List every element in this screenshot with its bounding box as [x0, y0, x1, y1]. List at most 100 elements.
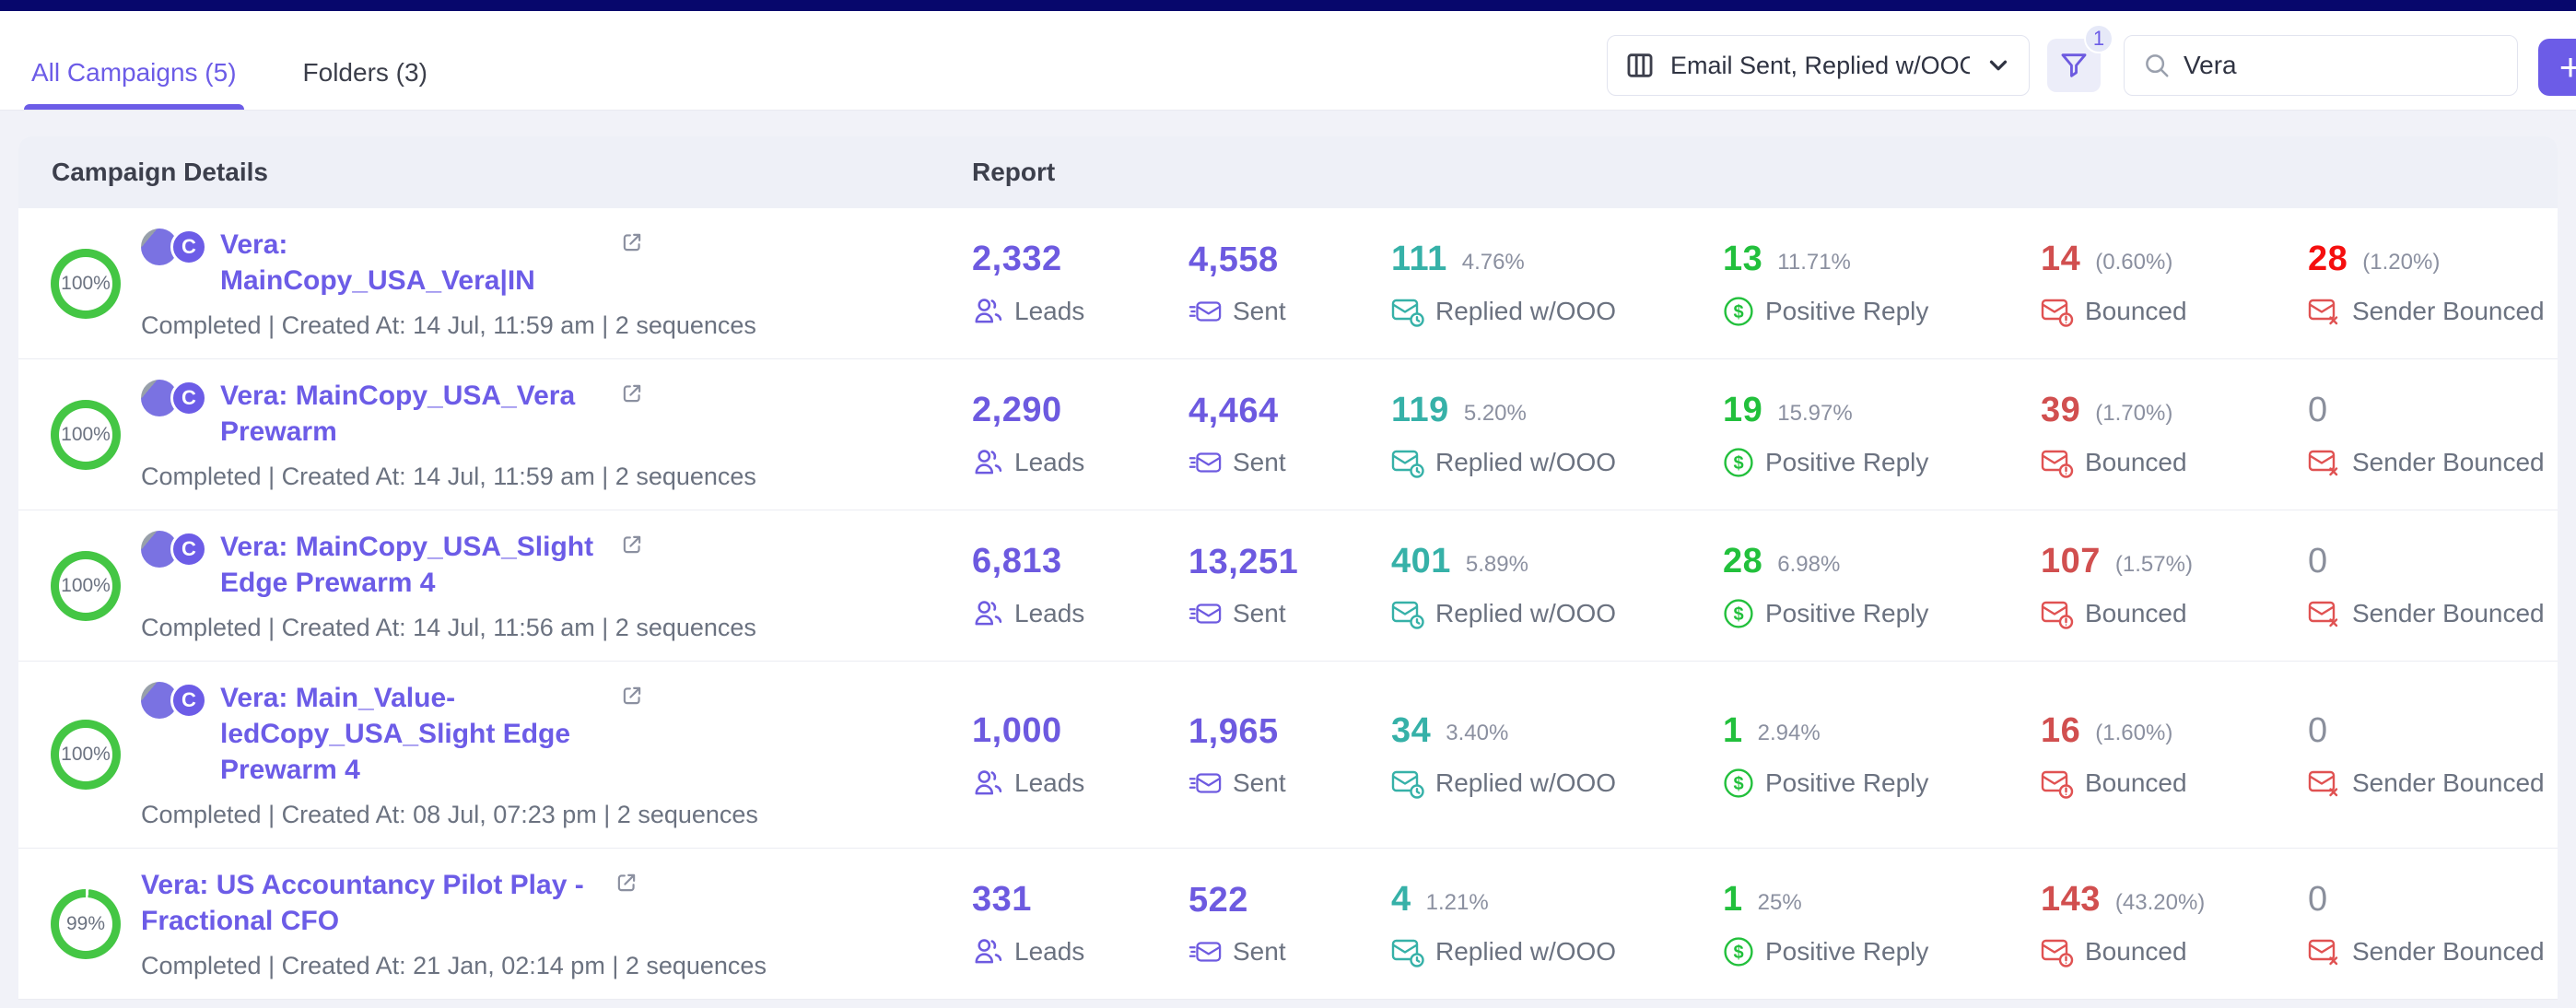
bounced-percent: (1.60%): [2095, 721, 2173, 745]
progress-value: 99%: [65, 912, 106, 934]
positive-reply-label: Positive Reply: [1765, 937, 1929, 966]
external-link-icon[interactable]: [620, 230, 644, 259]
tab-folders[interactable]: Folders (3): [302, 58, 427, 87]
replied-count: 401: [1391, 542, 1451, 580]
table-row[interactable]: 100% C Vera: Main_Value-ledCopy_USA_Slig…: [18, 662, 2558, 849]
campaign-details-cell: 100% C Vera: MainCopy_USA_Slight Edge Pr…: [18, 529, 972, 642]
sender-bounced-icon: [2308, 768, 2341, 799]
progress-value: 100%: [61, 272, 111, 294]
replied-count: 34: [1391, 710, 1432, 750]
leads-icon: [972, 936, 1003, 967]
sender-bounced-icon: [2308, 598, 2341, 629]
bounced-count: 16: [2041, 710, 2081, 750]
replied-ooo-icon: [1391, 296, 1424, 327]
bounced-percent: (1.57%): [2114, 551, 2193, 577]
progress-ring: 99%: [51, 888, 121, 959]
campaign-name-link[interactable]: Vera: Main_Value-ledCopy_USA_Slight Edge…: [220, 683, 571, 785]
table-row[interactable]: 99% Vera: US Accountancy Pilot Play - Fr…: [18, 849, 2558, 1000]
sent-label: Sent: [1233, 768, 1286, 797]
search-box: [2124, 35, 2518, 96]
sender-bounced-icon: [2308, 447, 2341, 478]
campaign-details-cell: 100% C Vera: MainCopy_USA_Vera Prewarm C…: [18, 378, 972, 491]
bounced-label: Bounced: [2085, 768, 2187, 797]
campaign-meta: Completed | Created At: 14 Jul, 11:59 am…: [141, 311, 756, 339]
replied-percent: 1.21%: [1425, 889, 1489, 915]
sent-label: Sent: [1233, 448, 1286, 476]
avatar: C: [170, 229, 207, 265]
avatar-group: C: [141, 229, 207, 265]
positive-reply-label: Positive Reply: [1765, 448, 1929, 476]
replied-label: Replied w/OOO: [1435, 599, 1617, 627]
external-link-icon[interactable]: [615, 871, 638, 899]
external-link-icon[interactable]: [620, 684, 644, 712]
report-cell: 331 Leads 522 Sent 4 1.21% Replied w/OOO …: [972, 880, 2558, 967]
positive-reply-percent: 15.97%: [1777, 400, 1853, 426]
leads-label: Leads: [1014, 297, 1085, 325]
sender-bounced-label: Sender Bounced: [2352, 937, 2545, 966]
positive-reply-count: 13: [1723, 240, 1763, 278]
campaign-details-cell: 100% C Vera: Main_Value-ledCopy_USA_Slig…: [18, 680, 972, 829]
bounced-icon: [2041, 598, 2074, 629]
avatar: C: [170, 682, 207, 719]
add-campaign-button[interactable]: +: [2538, 39, 2576, 96]
column-header-campaign-details: Campaign Details: [52, 158, 268, 186]
sender-bounced-label: Sender Bounced: [2352, 448, 2545, 476]
sent-count: 4,558: [1188, 240, 1279, 279]
bounced-label: Bounced: [2085, 599, 2187, 627]
sender-bounced-label: Sender Bounced: [2352, 297, 2545, 325]
replied-label: Replied w/OOO: [1435, 297, 1617, 325]
replied-ooo-icon: [1391, 447, 1424, 478]
report-cell: 1,000 Leads 1,965 Sent 34 3.40% Replied w…: [972, 711, 2558, 799]
progress-value: 100%: [61, 744, 111, 765]
progress-ring: 100%: [51, 248, 121, 319]
table-row[interactable]: 100% C Vera: MainCopy_USA_Slight Edge Pr…: [18, 510, 2558, 662]
table-row[interactable]: 100% C Vera: MainCopy_USA_Vera|IN Comple…: [18, 208, 2558, 359]
replied-count: 111: [1391, 240, 1447, 278]
progress-ring: 100%: [51, 550, 121, 621]
bounced-count: 14: [2041, 240, 2081, 278]
chevron-down-icon: [1985, 52, 2012, 79]
campaign-name-link[interactable]: Vera: US Accountancy Pilot Play - Fracti…: [141, 870, 584, 936]
column-header-report: Report: [972, 158, 1056, 186]
sender-bounced-icon: [2308, 296, 2341, 327]
tab-all-campaigns[interactable]: All Campaigns (5): [24, 58, 244, 110]
leads-icon: [972, 768, 1003, 799]
positive-reply-icon: [1723, 598, 1754, 629]
avatar: C: [170, 380, 207, 416]
leads-label: Leads: [1014, 768, 1085, 797]
replied-percent: 4.76%: [1461, 249, 1525, 275]
bounced-percent: (43.20%): [2114, 889, 2206, 915]
sent-count: 13,251: [1188, 543, 1299, 581]
columns-dropdown[interactable]: Email Sent, Replied w/OOO...: [1607, 35, 2030, 96]
sender-bounced-icon: [2308, 936, 2341, 967]
leads-count: 1,000: [972, 710, 1062, 750]
sent-icon: [1188, 297, 1222, 326]
replied-label: Replied w/OOO: [1435, 937, 1617, 966]
report-cell: 6,813 Leads 13,251 Sent 401 5.89% Replied…: [972, 542, 2558, 629]
campaign-name-link[interactable]: Vera: MainCopy_USA_Vera Prewarm: [220, 381, 576, 447]
positive-reply-label: Positive Reply: [1765, 768, 1929, 797]
sent-icon: [1188, 937, 1222, 967]
campaign-name-link[interactable]: Vera: MainCopy_USA_Vera|IN: [220, 229, 535, 296]
positive-reply-count: 1: [1723, 710, 1743, 750]
leads-icon: [972, 296, 1003, 327]
external-link-icon[interactable]: [620, 381, 644, 410]
columns-dropdown-label: Email Sent, Replied w/OOO...: [1670, 51, 1970, 79]
search-icon: [2143, 52, 2171, 79]
campaign-name-link[interactable]: Vera: MainCopy_USA_Slight Edge Prewarm 4: [220, 532, 594, 598]
progress-ring: 100%: [51, 720, 121, 790]
positive-reply-label: Positive Reply: [1765, 599, 1929, 627]
content-area: Campaign Details Report 100% C Vera: Mai…: [0, 111, 2576, 1008]
external-link-icon[interactable]: [620, 533, 644, 561]
positive-reply-count: 19: [1723, 391, 1763, 429]
sender-bounced-percent: (1.20%): [2362, 249, 2441, 275]
table-row[interactable]: 100% C Vera: MainCopy_USA_Vera Prewarm C…: [18, 359, 2558, 510]
search-input[interactable]: [2184, 51, 2499, 80]
sender-bounced-count: 0: [2308, 880, 2328, 919]
campaign-meta: Completed | Created At: 21 Jan, 02:14 pm…: [141, 952, 767, 979]
campaigns-table: Campaign Details Report 100% C Vera: Mai…: [18, 136, 2558, 1000]
replied-ooo-icon: [1391, 936, 1424, 967]
positive-reply-icon: [1723, 296, 1754, 327]
filter-icon: [2058, 50, 2090, 81]
positive-reply-icon: [1723, 936, 1754, 967]
